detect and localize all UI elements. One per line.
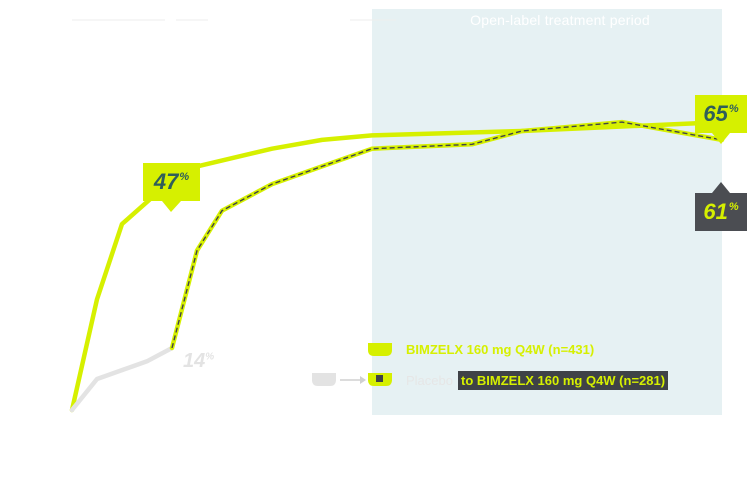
callout-placebo-week8: 14%	[183, 350, 214, 373]
callout-47-pointer	[162, 201, 181, 212]
callout-unit: %	[205, 351, 215, 363]
series-line-1	[69, 345, 175, 413]
callout-switch-end-value: 61	[703, 199, 728, 224]
legend-switch-arrowhead	[360, 376, 366, 384]
callout-switch-end: 61%	[695, 193, 747, 231]
callout-unit: %	[728, 103, 739, 115]
callout-61-pointer	[712, 182, 730, 193]
callout-bkz-end-value: 65	[703, 101, 728, 126]
open-label-period-label: Open-label treatment period	[470, 12, 650, 28]
series-line-2-dash-overlay	[171, 121, 723, 349]
callout-placebo-value: 14	[183, 350, 206, 372]
legend-switch-label: to BIMZELX 160 mg Q4W (n=281)	[458, 371, 669, 390]
callout-unit: %	[728, 201, 739, 213]
legend-bkz-label: BIMZELX 160 mg Q4W (n=431)	[406, 342, 595, 357]
callout-bkz-end: 65%	[695, 95, 747, 133]
legend-bkz-swatch	[368, 343, 392, 356]
callout-65-pointer	[712, 133, 730, 144]
open-label-period-band	[372, 9, 722, 415]
legend-placebo-label: Placebo	[406, 373, 453, 388]
legend-placebo-swatch	[312, 373, 336, 386]
legend-switch-swatch-marker	[376, 375, 383, 382]
callout-unit: %	[179, 171, 190, 183]
legend-swatches	[312, 343, 392, 386]
callout-bkz-week6: 47%	[143, 163, 200, 201]
callout-pointers	[162, 133, 730, 212]
callout-bkz-week6-value: 47	[153, 169, 179, 194]
